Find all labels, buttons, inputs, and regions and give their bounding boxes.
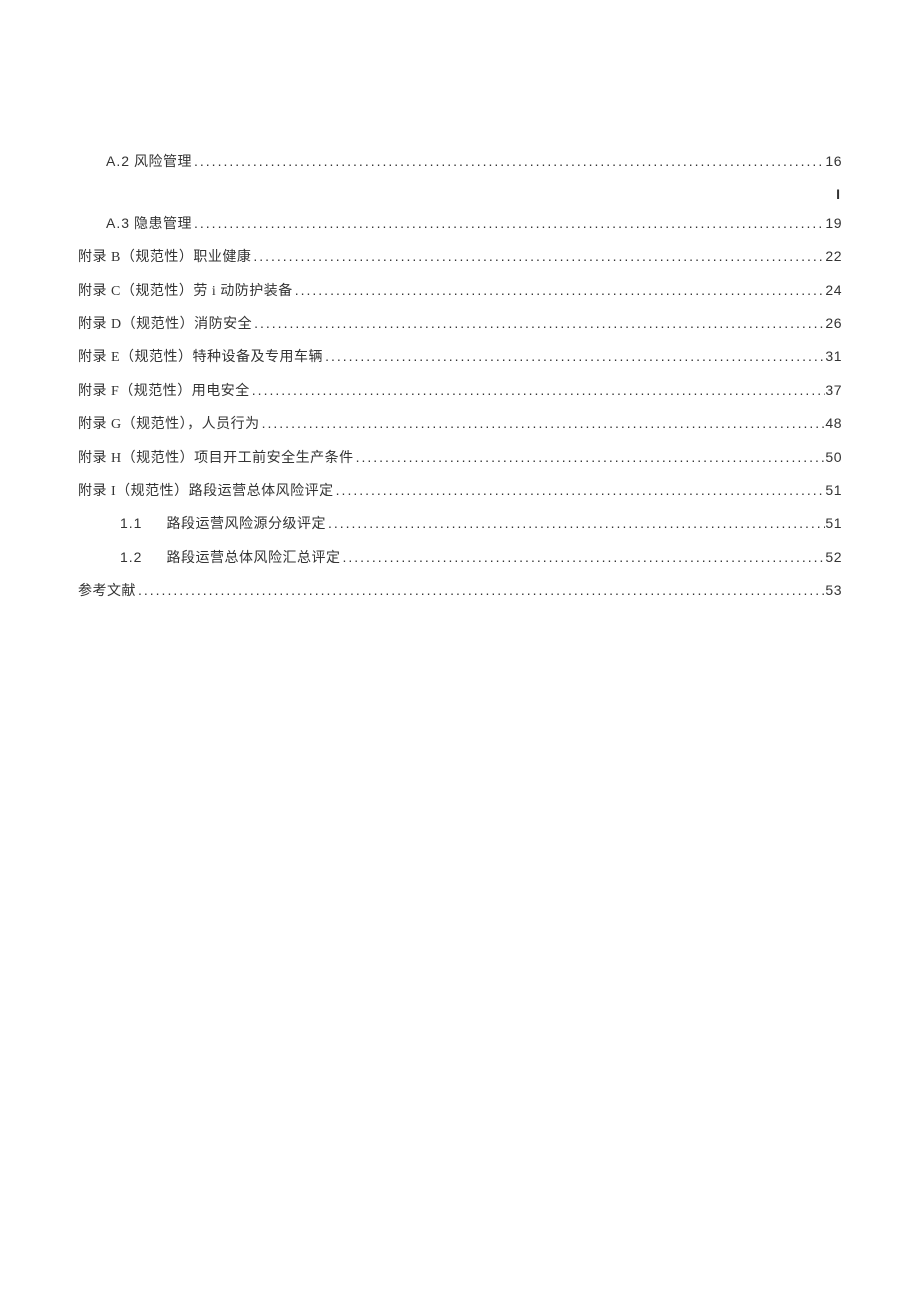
toc-page-number: 26 xyxy=(825,312,842,334)
toc-title: 附录 E（规范性）特种设备及专用车辆 xyxy=(78,350,323,365)
page-container: A.2 风险管理.................................… xyxy=(0,0,920,603)
toc-leader-dots: ........................................… xyxy=(192,150,825,172)
toc-leader-dots: ........................................… xyxy=(354,446,826,468)
toc-title: 附录 D（规范性）消防安全 xyxy=(78,317,252,332)
toc-number: A.2 xyxy=(106,153,130,169)
toc-entry: I xyxy=(78,183,842,205)
toc-page-number: 31 xyxy=(825,345,842,367)
toc-page-number: 50 xyxy=(825,446,842,468)
toc-entry: 附录 E（规范性）特种设备及专用车辆......................… xyxy=(78,345,842,369)
toc-number: A.3 xyxy=(106,215,130,231)
toc-page-number: 51 xyxy=(825,479,842,501)
toc-page-number: 22 xyxy=(825,245,842,267)
toc-label: 参考文献 xyxy=(78,581,136,603)
toc-title: 路段运营总体风险汇总评定 xyxy=(166,551,340,566)
toc-title: 附录 G（规范性），人员行为 xyxy=(78,417,260,432)
toc-title: 附录 B（规范性）职业健康 xyxy=(78,250,251,265)
toc-leader-dots: ........................................… xyxy=(326,512,825,534)
toc-label: 附录 G（规范性），人员行为 xyxy=(78,414,260,436)
toc-label: 附录 C（规范性）劳 i 动防护装备 xyxy=(78,281,293,303)
toc-page-number: 52 xyxy=(825,546,842,568)
toc-page-number: 24 xyxy=(825,279,842,301)
toc-title: 附录 I（规范性）路段运营总体风险评定 xyxy=(78,484,334,499)
toc-entry: 参考文献 ...................................… xyxy=(78,579,842,603)
toc-title: 附录 F（规范性）用电安全 xyxy=(78,384,250,399)
toc-label: 附录 B（规范性）职业健康 xyxy=(78,247,251,269)
toc-entry: 附录 I（规范性）路段运营总体风险评定.....................… xyxy=(78,479,842,503)
toc-title: 参考文献 xyxy=(78,584,136,599)
toc-leader-dots: ........................................… xyxy=(293,279,826,301)
toc-label: 附录 E（规范性）特种设备及专用车辆 xyxy=(78,347,323,369)
toc-leader-dots: ........................................… xyxy=(251,245,825,267)
toc-leader-dots: ........................................… xyxy=(334,479,826,501)
toc-label: A.3 隐患管理 xyxy=(106,212,192,236)
toc-number: 1.2 xyxy=(120,549,142,565)
toc-label: 附录 I（规范性）路段运营总体风险评定 xyxy=(78,481,334,503)
toc-leader-dots: ........................................… xyxy=(136,579,825,601)
toc-title: 路段运营风险源分级评定 xyxy=(166,517,326,532)
toc-leader-dots: ........................................… xyxy=(323,345,825,367)
toc-leader-dots: ........................................… xyxy=(250,379,826,401)
toc-separator: I xyxy=(836,183,840,205)
toc-page-number: 53 xyxy=(825,579,842,601)
toc-leader-dots: ........................................… xyxy=(192,212,825,234)
toc-page-number: 19 xyxy=(825,212,842,234)
toc-title: 附录 C（规范性）劳 i 动防护装备 xyxy=(78,284,293,299)
toc-page-number: 51 xyxy=(825,512,842,534)
toc-entry: 附录 F（规范性）用电安全 ..........................… xyxy=(78,379,842,403)
toc-label: 1.1 路段运营风险源分级评定 xyxy=(120,512,326,536)
toc-leader-dots: ........................................… xyxy=(260,412,826,434)
toc-page-number: 48 xyxy=(825,412,842,434)
toc-entry: 1.2 路段运营总体风险汇总评定.........................… xyxy=(78,546,842,570)
toc-page-number: 16 xyxy=(825,150,842,172)
toc-page-number: 37 xyxy=(825,379,842,401)
toc-entry: A.2 风险管理.................................… xyxy=(78,150,842,174)
toc-leader-dots: ........................................… xyxy=(340,546,825,568)
toc-title: 隐患管理 xyxy=(134,217,192,232)
toc-label: 附录 F（规范性）用电安全 xyxy=(78,381,250,403)
toc-label: 附录 H（规范性）项目开工前安全生产条件 xyxy=(78,448,354,470)
toc-entry: 附录 G（规范性），人员行为 .........................… xyxy=(78,412,842,436)
toc-entry: A.3 隐患管理 ................................… xyxy=(78,212,842,236)
toc-entry: 附录 B（规范性）职业健康 ..........................… xyxy=(78,245,842,269)
toc-entry: 附录 D（规范性）消防安全 ..........................… xyxy=(78,312,842,336)
toc-title: 风险管理 xyxy=(134,155,192,170)
toc-label: 1.2 路段运营总体风险汇总评定 xyxy=(120,546,340,570)
toc-title: 附录 H（规范性）项目开工前安全生产条件 xyxy=(78,451,354,466)
toc-label: A.2 风险管理 xyxy=(106,150,192,174)
toc-entry: 附录 C（规范性）劳 i 动防护装备 .....................… xyxy=(78,279,842,303)
table-of-contents: A.2 风险管理.................................… xyxy=(78,150,842,603)
toc-entry: 附录 H（规范性）项目开工前安全生产条件....................… xyxy=(78,446,842,470)
toc-entry: 1.1 路段运营风险源分级评定..........................… xyxy=(78,512,842,536)
toc-label: 附录 D（规范性）消防安全 xyxy=(78,314,252,336)
toc-number: 1.1 xyxy=(120,515,142,531)
toc-leader-dots: ........................................… xyxy=(252,312,825,334)
